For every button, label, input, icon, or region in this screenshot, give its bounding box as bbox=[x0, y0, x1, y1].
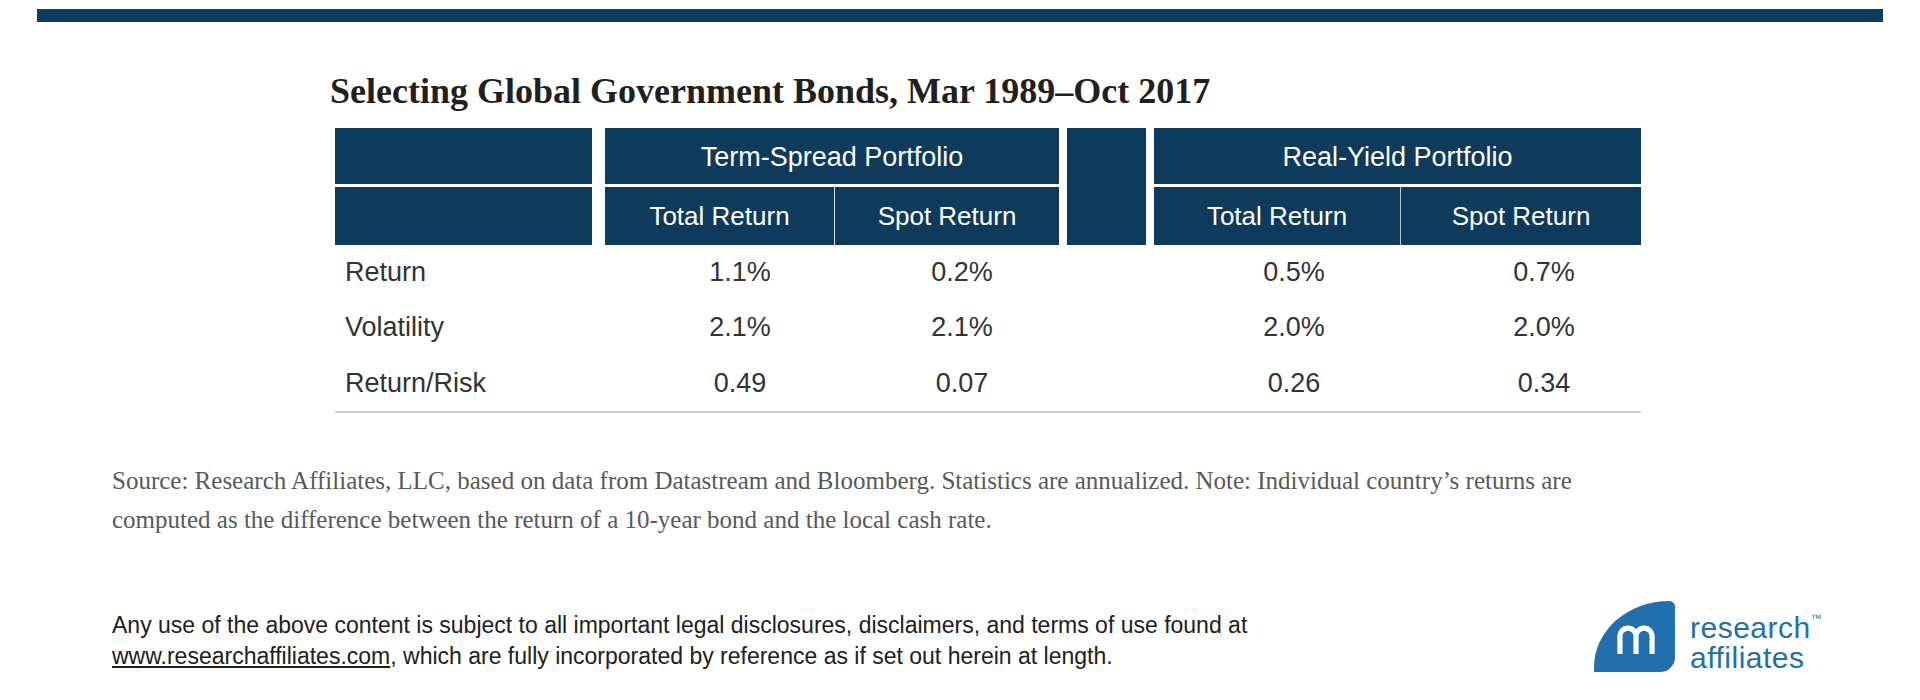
group-title-real-yield: Real-Yield Portfolio bbox=[1154, 128, 1641, 187]
research-affiliates-link[interactable]: www.researchaffiliates.com bbox=[112, 643, 390, 669]
column-header-ry-spot-return: Spot Return bbox=[1400, 187, 1641, 245]
trademark-symbol: ™ bbox=[1811, 612, 1822, 624]
table-bottom-border bbox=[335, 411, 1641, 413]
cell-returnrisk-ry-spot: 0.34 bbox=[1434, 355, 1654, 412]
cell-returnrisk-ts-total: 0.49 bbox=[630, 355, 850, 412]
research-affiliates-logotype: research™ affiliates bbox=[1690, 603, 1822, 673]
cell-returnrisk-ry-total: 0.26 bbox=[1184, 355, 1404, 412]
figure-title: Selecting Global Government Bonds, Mar 1… bbox=[330, 70, 1210, 112]
row-label-return-risk: Return/Risk bbox=[345, 355, 486, 412]
table-row: Return 1.1% 0.2% 0.5% 0.7% bbox=[0, 245, 1920, 299]
legal-disclaimer: Any use of the above content is subject … bbox=[112, 610, 1292, 672]
cell-return-ry-total: 0.5% bbox=[1184, 245, 1404, 299]
column-header-ry-total-return: Total Return bbox=[1154, 187, 1400, 245]
header-spacer-cell bbox=[1067, 128, 1146, 245]
cell-return-ts-spot: 0.2% bbox=[852, 245, 1072, 299]
cell-return-ts-total: 1.1% bbox=[630, 245, 850, 299]
source-note-line2: computed as the difference between the r… bbox=[112, 506, 992, 533]
column-header-ts-total-return: Total Return bbox=[605, 187, 834, 245]
cell-returnrisk-ts-spot: 0.07 bbox=[852, 355, 1072, 412]
cell-return-ry-spot: 0.7% bbox=[1434, 245, 1654, 299]
disclaimer-line1: Any use of the above content is subject … bbox=[112, 612, 1247, 638]
cell-volatility-ry-total: 2.0% bbox=[1184, 299, 1404, 355]
row-label-return: Return bbox=[345, 245, 426, 299]
group-title-term-spread: Term-Spread Portfolio bbox=[605, 128, 1059, 187]
row-label-volatility: Volatility bbox=[345, 299, 444, 355]
research-affiliates-logo-mark bbox=[1594, 601, 1675, 672]
logotype-affiliates: affiliates bbox=[1690, 641, 1805, 674]
table-row: Volatility 2.1% 2.1% 2.0% 2.0% bbox=[0, 299, 1920, 355]
column-group-term-spread: Term-Spread Portfolio Total Return Spot … bbox=[605, 128, 1059, 245]
source-note: Source: Research Affiliates, LLC, based … bbox=[112, 461, 1692, 539]
column-header-ts-spot-return: Spot Return bbox=[834, 187, 1059, 245]
column-group-real-yield: Real-Yield Portfolio Total Return Spot R… bbox=[1154, 128, 1641, 245]
ra-monogram-icon bbox=[1613, 622, 1659, 656]
cell-volatility-ts-spot: 2.1% bbox=[852, 299, 1072, 355]
table-header-stub bbox=[335, 128, 592, 245]
disclaimer-line2: , which are fully incorporated by refere… bbox=[390, 643, 1112, 669]
source-note-line1: Source: Research Affiliates, LLC, based … bbox=[112, 467, 1572, 494]
cell-volatility-ry-spot: 2.0% bbox=[1434, 299, 1654, 355]
stub-empty-cell bbox=[335, 128, 592, 187]
table-row: Return/Risk 0.49 0.07 0.26 0.34 bbox=[0, 355, 1920, 412]
logotype-research: research bbox=[1690, 611, 1811, 644]
top-rule bbox=[37, 9, 1883, 22]
cell-volatility-ts-total: 2.1% bbox=[630, 299, 850, 355]
